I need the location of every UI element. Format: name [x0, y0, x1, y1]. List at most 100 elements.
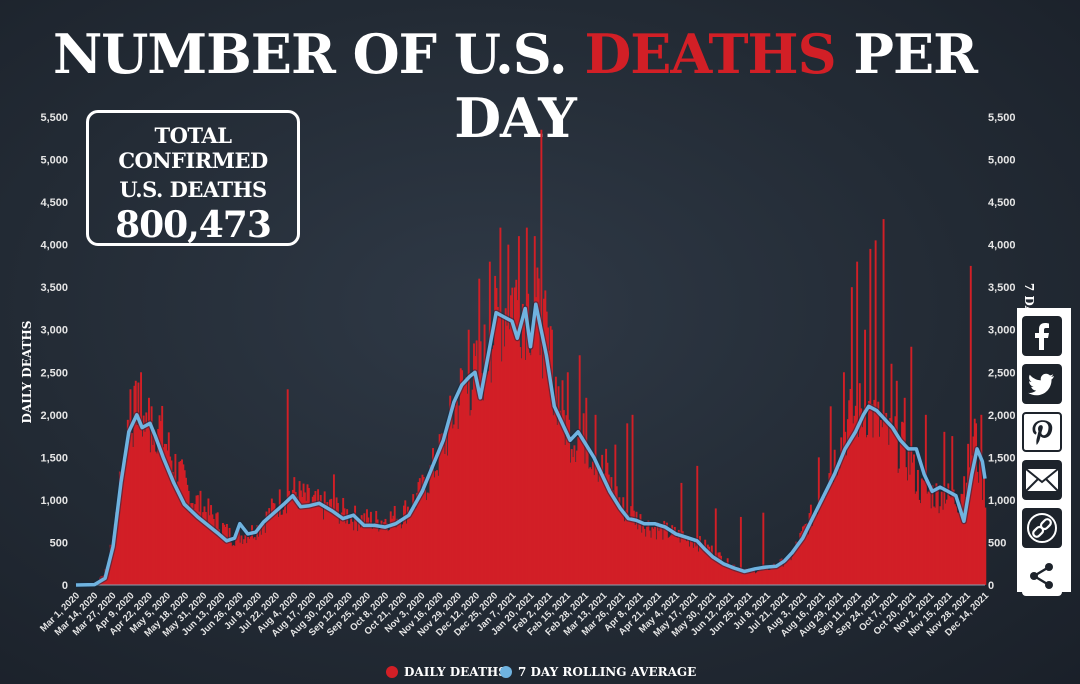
daily-bar	[842, 372, 845, 585]
daily-bar	[841, 449, 844, 585]
daily-bar	[568, 419, 571, 585]
daily-bar	[676, 537, 679, 585]
daily-bar	[276, 508, 279, 585]
daily-bar	[373, 522, 376, 585]
daily-bar	[759, 567, 762, 585]
daily-bar	[418, 478, 421, 585]
twitter-icon[interactable]	[1022, 364, 1062, 404]
daily-bar	[669, 535, 672, 585]
daily-bar	[805, 523, 808, 585]
daily-bar	[951, 436, 954, 585]
daily-bar	[425, 500, 428, 585]
daily-bar	[869, 248, 872, 585]
daily-bar	[396, 518, 399, 585]
daily-bar	[768, 569, 771, 585]
daily-bar	[701, 549, 704, 585]
share-icon[interactable]	[1022, 556, 1062, 596]
daily-bar	[788, 556, 791, 585]
daily-bar	[692, 547, 695, 585]
daily-bar	[916, 469, 919, 585]
daily-bar	[451, 428, 454, 585]
facebook-icon[interactable]	[1022, 316, 1062, 356]
email-icon[interactable]	[1022, 460, 1062, 500]
daily-bar	[868, 401, 870, 585]
daily-bar	[557, 386, 560, 585]
daily-bar	[498, 312, 501, 585]
daily-bar	[162, 447, 165, 585]
daily-bar	[803, 525, 806, 585]
daily-bar	[831, 473, 833, 585]
daily-bar	[216, 512, 219, 585]
daily-bar	[342, 497, 345, 585]
daily-bar	[280, 514, 283, 585]
daily-bar	[293, 477, 296, 585]
daily-bar	[142, 415, 145, 585]
daily-bar	[657, 530, 660, 585]
daily-bar	[609, 489, 612, 585]
daily-bar	[179, 460, 182, 585]
daily-bar	[721, 563, 724, 585]
daily-bar	[502, 314, 505, 585]
daily-bar	[462, 385, 465, 585]
daily-bar	[484, 369, 487, 585]
daily-bar	[161, 405, 164, 585]
daily-bar	[429, 465, 432, 585]
title-part1: NUMBER OF U.S.	[52, 22, 568, 86]
daily-bar	[171, 471, 174, 585]
daily-bar	[421, 474, 424, 585]
daily-bar	[979, 453, 981, 585]
daily-bar	[705, 551, 708, 585]
daily-bar	[577, 436, 580, 585]
daily-bar	[496, 306, 499, 585]
y-tick-label-left: 2,000	[40, 410, 68, 422]
daily-bar	[964, 496, 967, 585]
daily-bar	[229, 542, 232, 585]
y-tick-label-left: 4,000	[40, 240, 68, 252]
daily-bar	[170, 460, 173, 585]
daily-bar	[133, 385, 136, 585]
daily-bar	[356, 531, 359, 585]
daily-bar	[919, 503, 922, 585]
daily-bar	[416, 492, 419, 585]
daily-bar	[301, 497, 304, 585]
daily-bar	[573, 445, 576, 585]
daily-bar	[167, 432, 170, 585]
daily-bar	[862, 409, 865, 585]
daily-bar	[815, 509, 818, 585]
daily-bar	[920, 478, 923, 585]
daily-bar	[457, 428, 460, 585]
daily-bar	[857, 437, 860, 585]
daily-bar	[314, 491, 317, 585]
daily-bar	[634, 525, 637, 585]
daily-bar	[605, 448, 608, 585]
daily-bar	[601, 454, 604, 585]
daily-bar	[471, 389, 474, 585]
daily-bar	[113, 524, 116, 585]
daily-bar	[724, 563, 726, 585]
daily-bar	[256, 525, 259, 585]
link-icon[interactable]	[1022, 508, 1062, 548]
daily-bar	[709, 550, 712, 585]
daily-bar	[949, 497, 952, 585]
daily-bar	[745, 568, 748, 585]
daily-bar	[410, 512, 413, 585]
daily-bar	[292, 489, 294, 585]
daily-bar	[377, 531, 380, 585]
daily-bar	[155, 453, 158, 585]
daily-bar	[482, 400, 485, 585]
daily-bar	[562, 410, 565, 585]
daily-bar	[570, 449, 573, 585]
daily-bar	[912, 454, 915, 585]
daily-bar	[650, 537, 652, 585]
pinterest-icon[interactable]	[1022, 412, 1062, 452]
daily-bar	[136, 424, 139, 585]
daily-bar	[445, 432, 448, 585]
daily-bar	[545, 311, 548, 585]
daily-bar	[643, 528, 646, 585]
daily-bar	[146, 422, 149, 585]
daily-bar	[613, 500, 615, 585]
daily-bar	[619, 505, 622, 585]
daily-bar	[796, 542, 799, 585]
chart-title: NUMBER OF U.S. DEATHS PER DAY	[0, 22, 1030, 150]
daily-bar	[329, 499, 331, 585]
